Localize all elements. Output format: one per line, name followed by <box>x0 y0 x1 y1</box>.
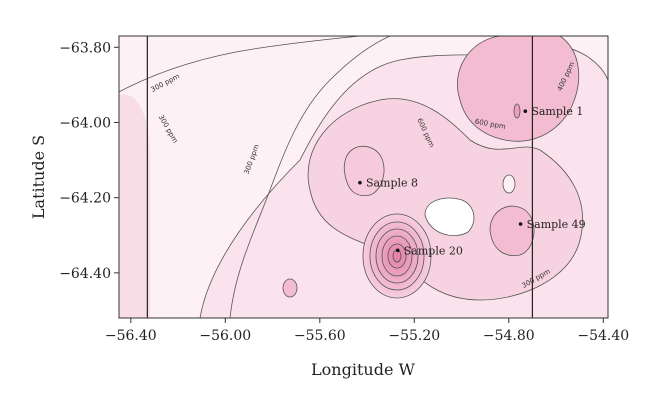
sample-point <box>358 180 362 185</box>
isoline-west <box>119 36 361 93</box>
sample-label: Sample 20 <box>404 244 463 257</box>
x-tick-label: −55.20 <box>388 328 440 344</box>
region-peak-ring-1 <box>369 221 425 291</box>
isoline-central <box>229 36 391 318</box>
region-peak-ring-4 <box>387 243 407 269</box>
region-peak-outer <box>362 213 432 299</box>
region-white-hole <box>424 197 475 236</box>
y-axis: −63.80 −64.00 −64.20 −64.40 <box>59 40 119 282</box>
region-small-loop-2 <box>282 278 298 298</box>
x-tick-label: −54.80 <box>483 328 535 344</box>
sample-point <box>523 109 528 113</box>
y-tick-label: −64.20 <box>59 191 111 207</box>
reference-lines <box>146 36 534 318</box>
region-west-tint <box>119 94 150 318</box>
sample-point <box>395 248 400 253</box>
region-peak-ring-2 <box>375 228 419 284</box>
region-sample49-loop <box>489 205 535 257</box>
sample-point <box>518 222 523 226</box>
region-northeast-high <box>457 36 580 142</box>
x-tick-label: −56.00 <box>199 328 251 344</box>
x-tick-label: −56.40 <box>105 328 157 344</box>
x-tick-label: −55.60 <box>294 328 346 344</box>
x-axis: −56.40 −56.00 −55.60 −55.20 −54.80 −54.40 <box>105 318 629 344</box>
sample-label: Sample 8 <box>366 177 418 190</box>
region-peak-ring-3 <box>381 235 413 277</box>
y-tick-label: −64.00 <box>59 115 111 131</box>
sample-label: Sample 1 <box>531 105 583 118</box>
x-axis-title: Longitude W <box>311 360 415 379</box>
y-tick-label: −63.80 <box>59 40 111 56</box>
sample-label: Sample 49 <box>527 218 586 231</box>
contour-field <box>119 36 608 318</box>
region-small-loop-1 <box>502 174 516 194</box>
sample-markers: Sample 1 Sample 8 Sample 20 Sample 49 <box>358 105 586 257</box>
region-sample8-loop <box>343 145 385 197</box>
y-axis-title: Latitude S <box>29 135 48 219</box>
y-tick-label: −64.40 <box>59 266 111 282</box>
plot-frame <box>118 35 609 319</box>
x-tick-label: −54.40 <box>577 328 629 344</box>
isoline-sample1 <box>513 103 521 119</box>
